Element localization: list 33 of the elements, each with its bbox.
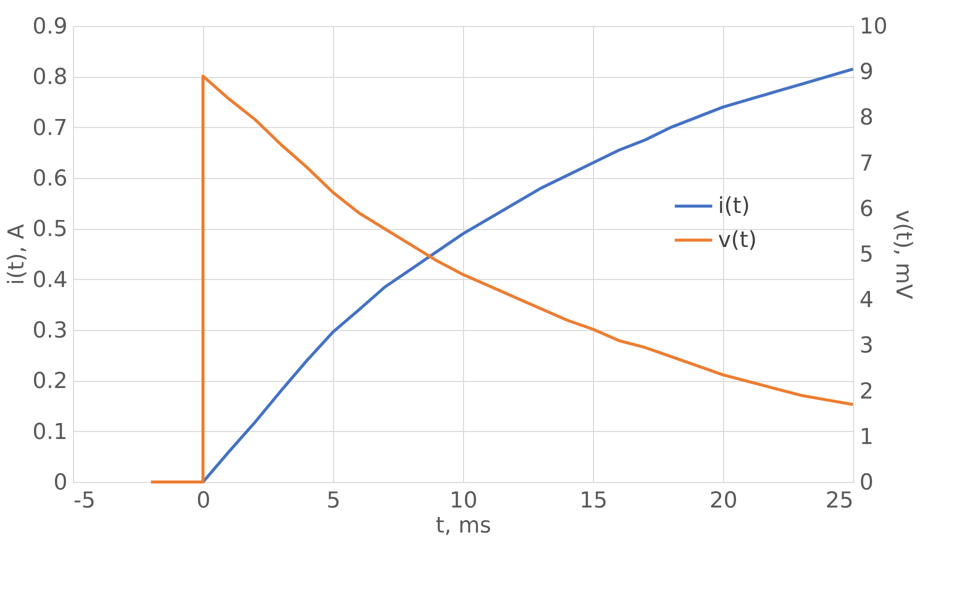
y-tick-label: 0.3 (32, 318, 68, 344)
y2-tick-label: 2 (860, 379, 874, 404)
y-tick-label: 0.2 (32, 369, 68, 394)
y-tick-label: 0.8 (32, 65, 68, 90)
x-tick-label: 5 (326, 488, 340, 514)
y2-tick-label: 10 (860, 14, 888, 40)
y2-tick-label: 5 (860, 242, 874, 268)
y-tick-label: 0.7 (32, 116, 68, 141)
y2-tick-label: 6 (860, 196, 874, 222)
legend-label: i(t) (718, 194, 750, 220)
legend-label: v(t) (718, 228, 757, 254)
y-tick-label: 0.1 (32, 420, 68, 445)
y-tick-label: 0.5 (32, 217, 68, 242)
y2-tick-label: 8 (860, 106, 874, 131)
y-tick-label: 0.6 (32, 166, 68, 192)
y2-tick-label: 9 (860, 60, 874, 86)
x-tick-label: 10 (450, 488, 478, 514)
y2-tick-label: 3 (860, 334, 874, 359)
y2-axis-title: v(t), mV (890, 210, 916, 300)
x-tick-label: 15 (580, 488, 608, 514)
y-tick-label: 0.4 (32, 268, 68, 293)
y2-tick-label: 1 (860, 424, 874, 450)
y2-tick-label: 7 (860, 151, 874, 176)
y-tick-label: 0 (54, 470, 68, 496)
y2-tick-label: 4 (860, 288, 874, 314)
x-axis-title: t, ms (436, 514, 492, 538)
x-tick-label: 20 (710, 488, 738, 514)
x-tick-label: 25 (826, 488, 854, 514)
x-tick-label: -5 (74, 488, 96, 514)
y-axis-title: i(t), A (4, 224, 30, 285)
y-tick-label: 0.9 (32, 14, 68, 40)
y2-tick-label: 0 (860, 470, 874, 496)
x-tick-label: 0 (196, 488, 210, 514)
